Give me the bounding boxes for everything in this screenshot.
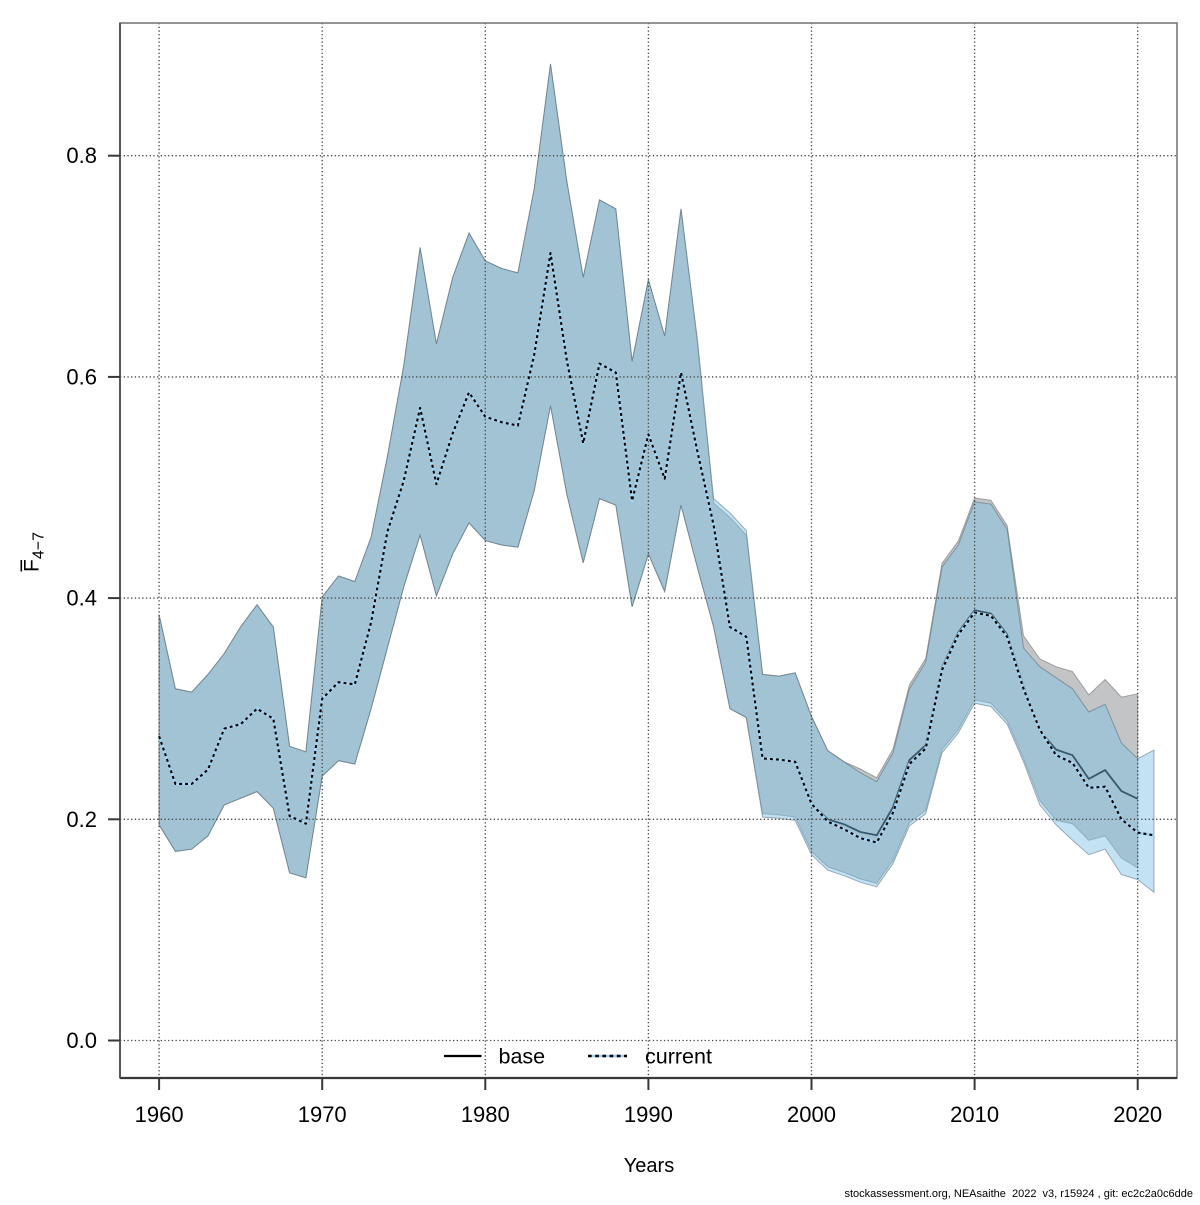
svg-text:1980: 1980	[461, 1102, 510, 1127]
svg-text:2020: 2020	[1113, 1102, 1162, 1127]
svg-text:0.6: 0.6	[66, 364, 97, 389]
svg-text:2000: 2000	[787, 1102, 836, 1127]
svg-text:1970: 1970	[298, 1102, 347, 1127]
svg-text:1990: 1990	[624, 1102, 673, 1127]
svg-text:base: base	[499, 1045, 546, 1069]
svg-text:1960: 1960	[135, 1102, 184, 1127]
svg-text:Years: Years	[624, 1155, 674, 1177]
svg-text:0.4: 0.4	[66, 586, 97, 611]
svg-text:0.0: 0.0	[66, 1028, 97, 1053]
svg-text:0.8: 0.8	[66, 143, 97, 168]
svg-text:2010: 2010	[950, 1102, 999, 1127]
svg-text:current: current	[645, 1045, 712, 1069]
svg-text:stockassessment.org, NEAsaithe: stockassessment.org, NEAsaithe 2022 v3, …	[844, 1188, 1193, 1200]
svg-text:0.2: 0.2	[66, 807, 97, 832]
